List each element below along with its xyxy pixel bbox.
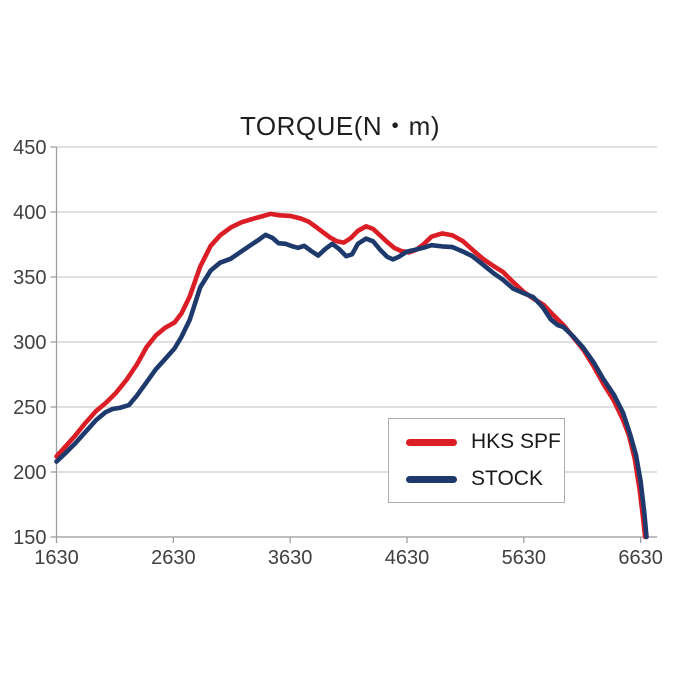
legend-label-stock: STOCK [471,467,543,490]
legend-item-stock: STOCK [406,467,564,491]
x-tick-label-5630: 5630 [502,547,547,569]
x-tick-label-1630: 1630 [34,547,79,569]
y-tick-label-450: 450 [13,137,46,159]
hks-spf-curve [54,211,648,540]
x-tick-label-3630: 3630 [268,547,313,569]
y-tick-label-200: 200 [13,462,46,484]
x-tick-label-6630: 6630 [618,547,663,569]
y-tick-label-150: 150 [13,527,46,549]
chart-title: TORQUE(N・m) [239,111,440,141]
stock-curve [54,232,649,540]
stock-line-swatch [406,475,457,483]
x-tick-label-2630: 2630 [151,547,196,569]
legend-item-hks-spf: HKS SPF [406,430,564,454]
hks-spf-line-swatch [406,438,457,446]
x-tick-label-4630: 4630 [385,547,430,569]
y-tick-label-400: 400 [13,202,46,224]
y-tick-label-250: 250 [13,397,46,419]
y-tick-label-300: 300 [13,332,46,354]
legend-label-hks-spf: HKS SPF [471,430,561,453]
y-tick-label-350: 350 [13,267,46,289]
legend: HKS SPF STOCK [388,418,565,503]
